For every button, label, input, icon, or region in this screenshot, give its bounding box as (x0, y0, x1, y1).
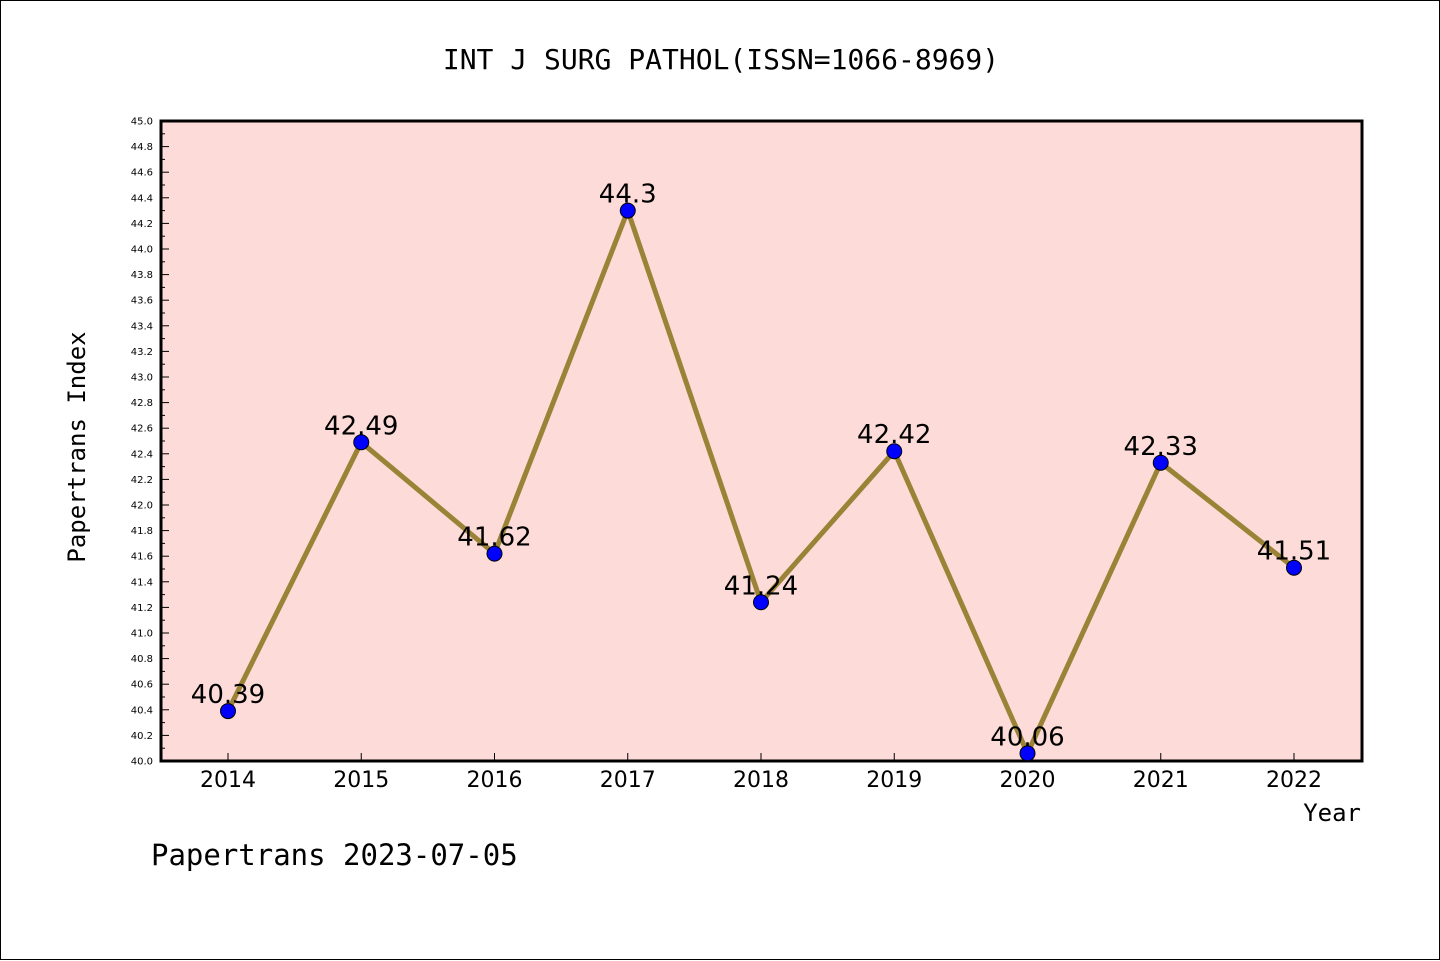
x-tick-label: 2015 (333, 768, 389, 793)
data-point (886, 443, 903, 460)
y-tick-label: 43.0 (131, 373, 153, 384)
y-tick-label: 41.6 (131, 552, 153, 563)
x-tick-label: 2017 (600, 768, 656, 793)
x-axis-label: Year (1303, 799, 1361, 827)
data-point (1019, 745, 1036, 762)
y-tick-label: 40.0 (131, 757, 153, 768)
data-label: 42.33 (1124, 432, 1198, 462)
y-tick-label: 41.2 (131, 603, 153, 614)
y-tick-label: 42.8 (131, 398, 153, 409)
x-axis: 2014 2015 2016 2017 2018 2019 2020 2021 2022 (200, 753, 1322, 793)
x-tick-label: 2020 (1000, 768, 1056, 793)
y-tick-label: 43.6 (131, 296, 153, 307)
y-tick-label: 41.4 (131, 577, 153, 588)
y-tick-label: 41.8 (131, 526, 153, 537)
y-tick-label: 42.0 (131, 501, 153, 512)
y-tick-label: 43.4 (131, 321, 153, 332)
data-labels: 40.39 42.49 41.62 44.3 41.24 42.42 40.06 42.33 4… (191, 180, 1331, 753)
y-tick-label: 42.4 (131, 449, 153, 460)
data-label: 41.62 (457, 523, 531, 553)
x-tick-label: 2021 (1133, 768, 1189, 793)
data-label: 42.42 (857, 420, 931, 450)
data-label: 40.06 (990, 722, 1064, 752)
y-tick-label: 41.0 (131, 629, 153, 640)
y-tick-label: 44.2 (131, 219, 153, 230)
chart-title: INT J SURG PATHOL(ISSN=1066-8969) (443, 43, 999, 76)
series (220, 202, 1302, 762)
data-point (220, 703, 236, 720)
data-point (1152, 454, 1169, 471)
y-tick-label: 45.0 (131, 117, 153, 128)
x-tick-label: 2022 (1266, 768, 1322, 793)
data-point (353, 434, 370, 451)
y-tick-label: 40.8 (131, 654, 153, 665)
data-label: 41.51 (1257, 537, 1331, 567)
x-tick-label: 2014 (200, 768, 256, 793)
data-label: 42.49 (324, 411, 398, 441)
x-tick-label: 2016 (467, 768, 523, 793)
x-tick-label: 2018 (733, 768, 789, 793)
data-point (1286, 559, 1302, 576)
y-axis: 40.0 40.2 40.4 40.6 40.8 41.0 41.2 41.4 41.6 41.8… (131, 117, 169, 768)
footer-date: Papertrans 2023-07-05 (151, 838, 518, 872)
y-axis-label: Papertrans Index (63, 331, 91, 562)
y-tick-label: 43.2 (131, 347, 153, 358)
data-label: 44.3 (599, 180, 657, 210)
y-tick-label: 44.4 (131, 193, 153, 204)
x-tick-label: 2019 (866, 768, 922, 793)
y-tick-label: 42.6 (131, 424, 153, 435)
y-tick-label: 40.2 (131, 731, 153, 742)
y-tick-label: 44.6 (131, 168, 153, 179)
data-point (486, 545, 503, 562)
y-tick-label: 40.6 (131, 680, 153, 691)
y-tick-label: 44.0 (131, 245, 153, 256)
data-label: 40.39 (191, 680, 265, 710)
data-point (619, 202, 636, 219)
data-point (753, 594, 769, 611)
y-tick-label: 40.4 (131, 705, 153, 716)
y-tick-label: 43.8 (131, 270, 153, 281)
y-tick-label: 44.8 (131, 142, 153, 153)
y-tick-label: 42.2 (131, 475, 153, 486)
data-label: 41.24 (724, 571, 798, 601)
